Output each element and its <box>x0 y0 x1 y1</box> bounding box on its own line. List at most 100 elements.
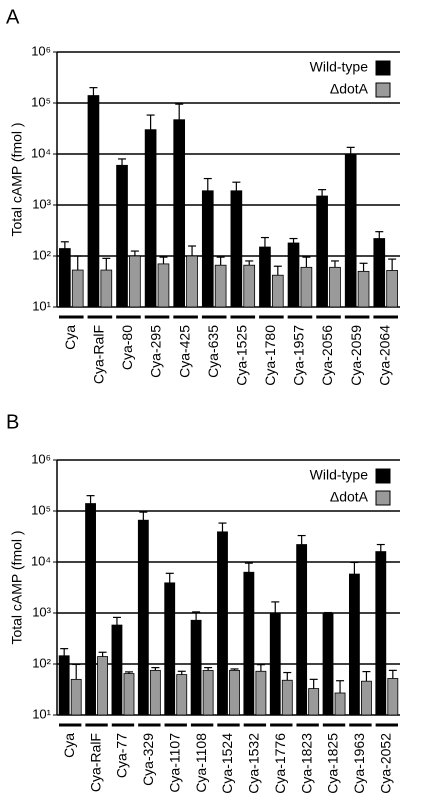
y-tick-label: 10⁵ <box>31 502 51 517</box>
x-tick-label: Cya-1525 <box>233 325 249 386</box>
x-tick-label: Cya-329 <box>140 733 156 786</box>
bar <box>71 269 84 308</box>
legend-label: Wild-type <box>310 59 369 75</box>
x-tick-label: Cya <box>62 325 78 350</box>
bar <box>296 544 308 716</box>
legend-label: ΔdotA <box>330 489 369 505</box>
bar <box>176 674 188 716</box>
x-tick-label: Cya-2064 <box>376 325 392 386</box>
y-axis-label: Total cAMP (fmol ) <box>9 530 25 644</box>
bar <box>186 255 198 308</box>
bar <box>259 246 271 308</box>
bar <box>243 264 256 308</box>
bar <box>316 195 328 308</box>
x-tick-label: Cya-635 <box>205 325 221 378</box>
bar <box>116 164 128 308</box>
bar <box>217 531 228 716</box>
x-tick-label: Cya-2059 <box>348 325 364 386</box>
x-tick-label: Cya-425 <box>176 325 192 378</box>
bar <box>129 255 141 308</box>
bar <box>201 190 214 308</box>
y-tick-label: 10¹ <box>32 706 51 721</box>
bar <box>58 655 70 716</box>
bar <box>334 692 346 716</box>
x-tick-label: Cya-RalF <box>91 325 107 384</box>
bar <box>348 573 360 716</box>
bar <box>361 680 372 716</box>
bar <box>387 678 399 716</box>
bar <box>255 670 267 716</box>
bar <box>149 669 161 716</box>
x-tick-label: Cya-1957 <box>291 325 307 386</box>
x-tick-label: Cya-1107 <box>166 733 182 793</box>
bar <box>281 679 293 716</box>
bar <box>230 190 243 308</box>
bar <box>111 624 123 716</box>
x-tick-label: Cya-RalF <box>87 733 103 792</box>
x-tick-label: Cya-2052 <box>378 733 394 794</box>
panel-label: B <box>6 411 19 433</box>
y-axis-label: Total cAMP (fmol ) <box>9 122 25 236</box>
bar <box>97 656 109 716</box>
x-tick-label: Cya-1108 <box>193 733 209 793</box>
x-tick-label: Cya-1524 <box>219 733 235 794</box>
y-tick-label: 10⁴ <box>31 553 51 568</box>
bar <box>269 612 281 716</box>
bar <box>308 688 320 716</box>
x-tick-label: Cya-80 <box>119 325 135 370</box>
x-tick-label: Cya-1963 <box>351 733 367 794</box>
y-tick-label: 10³ <box>32 196 51 211</box>
x-tick-label: Cya-1776 <box>272 733 288 794</box>
bar <box>190 619 202 716</box>
y-tick-label: 10² <box>32 655 51 670</box>
bar <box>344 153 357 308</box>
legend-label: Wild-type <box>310 467 369 483</box>
y-tick-label: 10³ <box>32 604 51 619</box>
y-tick-label: 10² <box>32 247 51 262</box>
bar <box>70 678 82 716</box>
x-tick-label: Cya-1823 <box>298 733 314 794</box>
bar <box>229 669 240 716</box>
bar <box>243 571 255 716</box>
panel-label: A <box>6 6 20 28</box>
x-tick-label: Cya-1780 <box>262 325 278 386</box>
bar <box>100 269 113 308</box>
bar <box>357 270 370 308</box>
x-tick-label: Cya-1825 <box>325 733 341 794</box>
bar <box>287 242 300 308</box>
bar <box>157 263 170 308</box>
bar <box>271 274 284 308</box>
bar <box>386 270 398 308</box>
bar <box>85 503 96 716</box>
x-tick-label: Cya <box>61 733 77 758</box>
legend-label: ΔdotA <box>330 81 369 97</box>
legend-swatch <box>375 82 391 98</box>
bar <box>322 612 334 716</box>
x-tick-label: Cya-77 <box>114 733 130 778</box>
y-tick-label: 10⁵ <box>31 94 51 109</box>
bar <box>214 264 227 308</box>
bar <box>137 519 149 716</box>
bar <box>202 669 214 716</box>
bar <box>123 673 135 716</box>
x-tick-label: Cya-1532 <box>246 733 262 794</box>
y-tick-label: 10⁶ <box>31 451 51 466</box>
y-tick-label: 10¹ <box>32 298 51 313</box>
bar <box>144 129 157 308</box>
bar <box>164 582 176 716</box>
legend-swatch <box>375 490 391 506</box>
bar <box>87 95 100 308</box>
bar <box>373 238 386 308</box>
bar <box>375 551 387 716</box>
legend-swatch <box>375 60 391 76</box>
x-tick-label: Cya-295 <box>148 325 164 378</box>
x-tick-label: Cya-2056 <box>319 325 335 386</box>
bar <box>300 266 313 308</box>
legend-swatch <box>375 468 391 484</box>
y-tick-label: 10⁶ <box>31 43 51 58</box>
y-tick-label: 10⁴ <box>31 145 51 160</box>
bar <box>59 248 71 308</box>
bar <box>329 266 341 308</box>
